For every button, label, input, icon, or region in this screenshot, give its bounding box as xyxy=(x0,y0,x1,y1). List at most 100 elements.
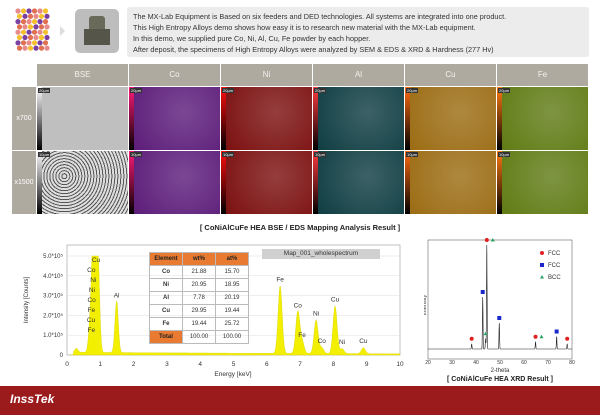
atomic-structure-icon xyxy=(15,8,50,51)
atom xyxy=(37,29,43,35)
intensity-scale xyxy=(497,151,502,214)
description-line: The MX-Lab Equipment is Based on six fee… xyxy=(133,12,507,21)
intensity-scale xyxy=(313,87,318,150)
scale-bar: 20μm xyxy=(222,88,235,93)
peak-label-cu: Cu xyxy=(92,257,101,264)
atom xyxy=(38,34,45,41)
atom xyxy=(26,29,32,35)
map-image-al-x700: 20μm xyxy=(313,87,404,150)
atom xyxy=(26,40,32,46)
peak-label-cu: Cu xyxy=(87,317,96,324)
atom xyxy=(33,34,39,41)
y-tick-label: 5.0*10⁵ xyxy=(43,253,63,260)
map-image-fe-x1500: 10μm xyxy=(497,151,588,214)
peak-label-fe: Fe xyxy=(276,277,284,284)
peak-marker-circle xyxy=(469,336,474,341)
legend-label: BCC xyxy=(548,275,561,281)
atom xyxy=(44,45,50,51)
atom xyxy=(27,24,34,30)
plot-area xyxy=(427,239,573,360)
peak-marker-circle xyxy=(565,336,570,341)
x-tick-label: 60 xyxy=(521,360,527,366)
atom xyxy=(22,34,28,41)
peak-marker-square xyxy=(554,329,559,334)
map-image-ni-x700: 20μm xyxy=(221,87,312,150)
scale-bar: 10μm xyxy=(38,152,51,157)
x-axis-label: 2-theta xyxy=(491,368,510,374)
column-header-bse: BSE xyxy=(37,64,128,86)
y-axis-label: Intensity [Counts] xyxy=(24,276,30,323)
column-header-ni: Ni xyxy=(221,64,312,86)
atom xyxy=(15,8,21,14)
spectrum-area xyxy=(70,255,401,356)
scale-bar: 10μm xyxy=(130,152,143,157)
legend-marker-square xyxy=(540,263,544,267)
intensity-scale xyxy=(221,87,226,150)
table-cell: 20.19 xyxy=(215,291,249,305)
arrow-icon xyxy=(60,26,65,36)
x-tick-label: 8 xyxy=(332,361,336,368)
column-header-cu: Cu xyxy=(405,64,496,86)
atom xyxy=(31,40,38,46)
mapping-caption: [ CoNiAlCuFe HEA BSE / EDS Mapping Analy… xyxy=(199,223,401,232)
description-line: In this demo, we supplied pure Co, Ni, A… xyxy=(133,34,371,43)
peak-marker-triangle xyxy=(490,238,495,242)
table-row: Al 7.78 20.19 xyxy=(149,291,249,305)
atom xyxy=(15,19,21,25)
atom xyxy=(38,24,45,30)
atom xyxy=(22,24,28,30)
y-axis-label: Intensity xyxy=(424,295,428,316)
x-tick-label: 80 xyxy=(569,360,575,366)
table-cell: 19.44 xyxy=(182,317,216,331)
scale-bar: 10μm xyxy=(406,152,419,157)
table-row: Cu 29.95 19.44 xyxy=(149,304,249,318)
table-row: Co 21.88 15.70 xyxy=(149,265,249,279)
atom xyxy=(37,19,43,25)
peak-label-fe: Fe xyxy=(298,332,306,339)
row-label-x700: x700 xyxy=(12,87,36,150)
map-image-cu-x1500: 10μm xyxy=(405,151,496,214)
table-cell: Al xyxy=(149,291,183,305)
scale-bar: 20μm xyxy=(406,88,419,93)
atom xyxy=(33,13,39,19)
peak-label-fe: Fe xyxy=(88,327,96,334)
table-cell: 20.95 xyxy=(182,278,216,292)
atom xyxy=(37,8,43,14)
y-tick-label: 2.0*10⁵ xyxy=(43,312,63,319)
description-box: The MX-Lab Equipment is Based on six fee… xyxy=(127,7,589,57)
atom xyxy=(44,13,50,19)
atom xyxy=(27,13,34,19)
map-image-bse-x1500: 10μm xyxy=(37,151,128,214)
legend-label: FCC xyxy=(548,251,561,257)
xrd-line xyxy=(428,244,572,350)
x-tick-label: 40 xyxy=(473,360,479,366)
atom xyxy=(42,19,49,25)
table-cell: 7.78 xyxy=(182,291,216,305)
table-total-row: Total 100.00 100.00 xyxy=(149,330,249,344)
peak-marker-circle xyxy=(484,238,489,242)
intensity-scale xyxy=(129,151,134,214)
atom xyxy=(26,8,32,14)
table-cell: 15.70 xyxy=(215,265,249,279)
column-header-al: Al xyxy=(313,64,404,86)
x-tick-label: 3 xyxy=(165,361,169,368)
table-cell: Fe xyxy=(149,317,183,331)
atom xyxy=(26,19,32,25)
peak-label-ni: Ni xyxy=(90,277,96,284)
table-header: wt% xyxy=(182,252,216,266)
atom xyxy=(38,13,45,19)
description-line: This High Entropy Alloys demo shows how … xyxy=(133,23,476,32)
table-cell: 21.88 xyxy=(182,265,216,279)
atom xyxy=(16,45,23,51)
table-cell: Cu xyxy=(149,304,183,318)
footer-bar xyxy=(0,386,600,415)
x-tick-label: 1 xyxy=(98,361,102,368)
atom xyxy=(15,40,21,46)
table-header: at% xyxy=(215,252,249,266)
peak-marker-square xyxy=(497,316,502,320)
table-cell: Total xyxy=(149,330,183,344)
table-cell: Ni xyxy=(149,278,183,292)
peak-label-co: Co xyxy=(87,267,96,274)
x-tick-label: 70 xyxy=(545,360,551,366)
atom xyxy=(20,40,27,46)
